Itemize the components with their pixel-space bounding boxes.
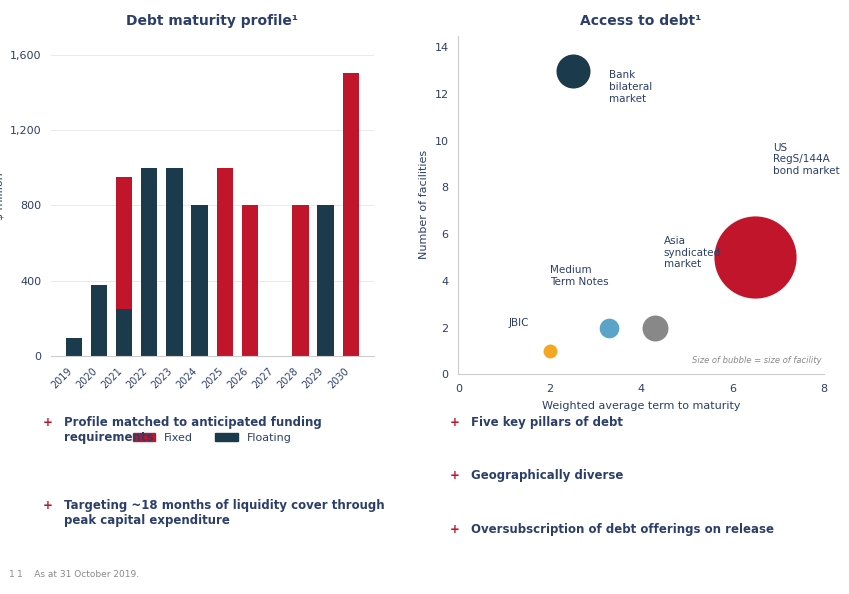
Y-axis label: Number of facilities: Number of facilities — [419, 150, 429, 260]
Text: +: + — [450, 416, 460, 429]
Text: +: + — [42, 416, 53, 429]
Point — [748, 252, 762, 262]
Text: Size of bubble = size of facility: Size of bubble = size of facility — [692, 356, 821, 365]
Text: Bank
bilateral
market: Bank bilateral market — [609, 71, 652, 103]
Text: US
RegS/144A
bond market: US RegS/144A bond market — [773, 143, 840, 176]
Bar — [116, 177, 132, 309]
Text: Asia
syndicated
market: Asia syndicated market — [664, 236, 721, 270]
Point — [602, 323, 616, 332]
Point — [648, 323, 661, 332]
Bar — [216, 168, 233, 356]
Bar — [318, 206, 334, 356]
Title: Access to debt¹: Access to debt¹ — [581, 14, 701, 27]
Bar — [91, 285, 107, 356]
Bar — [166, 168, 183, 356]
Bar — [192, 206, 208, 356]
Bar — [116, 309, 132, 356]
Point — [543, 346, 557, 356]
Text: Profile matched to anticipated funding
requirements: Profile matched to anticipated funding r… — [64, 416, 322, 444]
Text: 1    As at 31 October 2019.: 1 As at 31 October 2019. — [17, 570, 139, 579]
Text: 1: 1 — [8, 570, 14, 579]
Y-axis label: $ million: $ million — [0, 172, 4, 220]
Text: +: + — [450, 469, 460, 482]
Text: Geographically diverse: Geographically diverse — [471, 469, 623, 482]
Bar — [292, 206, 308, 356]
Bar — [242, 206, 258, 356]
Text: Medium
Term Notes: Medium Term Notes — [550, 266, 609, 287]
Bar — [141, 168, 158, 356]
Text: JBIC: JBIC — [509, 318, 529, 328]
Text: +: + — [450, 523, 460, 536]
Text: +: + — [42, 499, 53, 512]
X-axis label: Weighted average term to maturity: Weighted average term to maturity — [542, 401, 740, 411]
Point — [565, 66, 579, 75]
Title: Debt maturity profile¹: Debt maturity profile¹ — [127, 14, 298, 27]
Text: Oversubscription of debt offerings on release: Oversubscription of debt offerings on re… — [471, 523, 774, 536]
Bar — [65, 337, 82, 356]
Text: Targeting ~18 months of liquidity cover through
peak capital expenditure: Targeting ~18 months of liquidity cover … — [64, 499, 385, 527]
Bar — [342, 74, 359, 356]
Text: Five key pillars of debt: Five key pillars of debt — [471, 416, 623, 429]
Legend: Fixed, Floating: Fixed, Floating — [129, 428, 295, 447]
